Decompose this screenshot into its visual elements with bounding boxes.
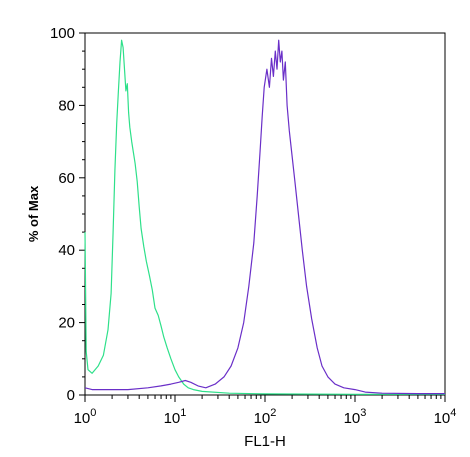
y-tick-label: 20 xyxy=(58,315,75,332)
x-tick-label: 100 xyxy=(74,407,97,427)
y-axis: 0 20 40 60 80 100 xyxy=(50,25,85,404)
y-tick-label: 60 xyxy=(58,170,75,187)
x-axis: 100 101 102 103 104 xyxy=(74,395,457,427)
series-layer xyxy=(84,39,445,395)
y-tick-label: 100 xyxy=(50,25,75,42)
plot-area-frame xyxy=(84,32,446,396)
y-tick-label: 0 xyxy=(67,387,75,404)
series-line-1 xyxy=(84,39,445,395)
x-tick-label: 102 xyxy=(254,407,277,427)
y-axis-label: % of Max xyxy=(26,185,41,242)
x-tick-label: 101 xyxy=(164,407,187,427)
x-tick-label: 103 xyxy=(344,407,367,427)
y-tick-label: 80 xyxy=(58,97,75,114)
x-tick-label: 104 xyxy=(434,407,457,427)
y-tick-label: 40 xyxy=(58,242,75,259)
series-line-2 xyxy=(84,39,445,395)
x-axis-label: FL1-H xyxy=(244,433,286,450)
